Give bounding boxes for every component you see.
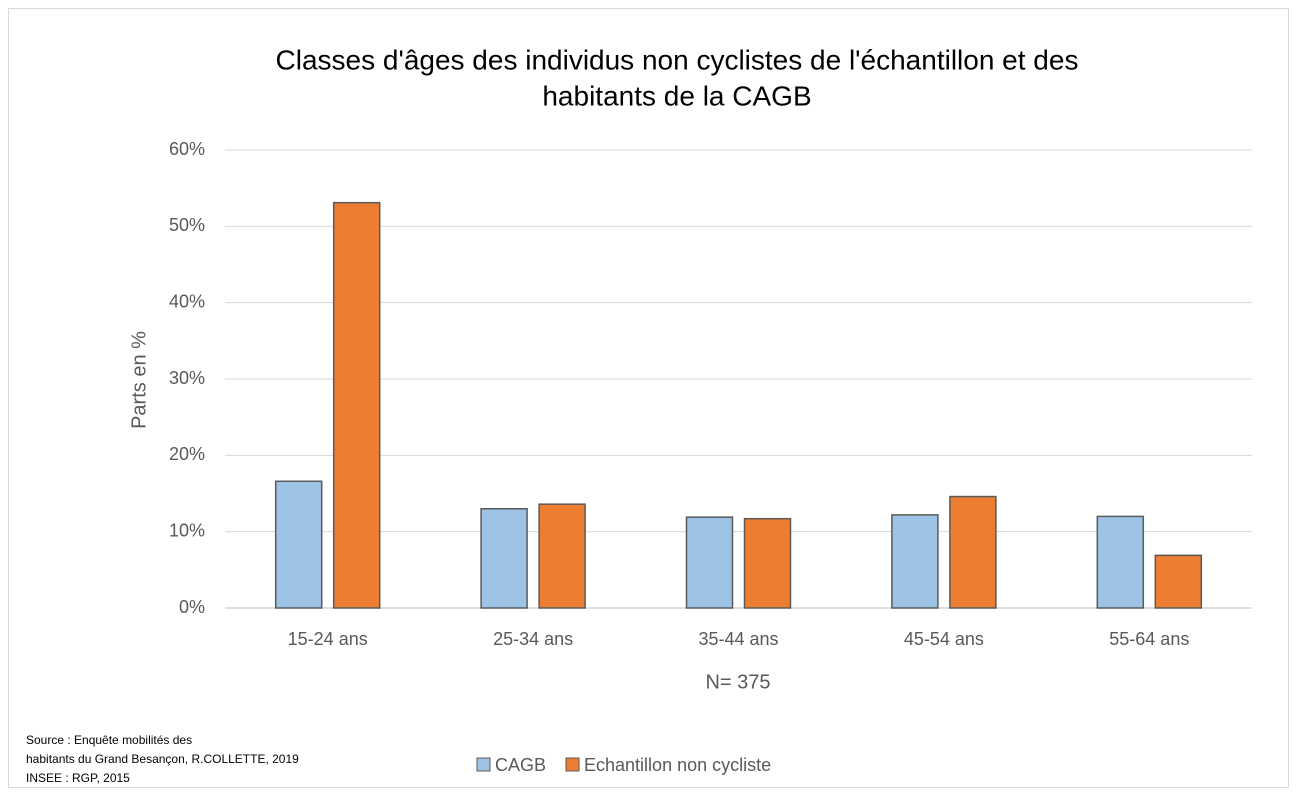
legend-label: Echantillon non cycliste — [584, 755, 771, 775]
bar — [332, 201, 381, 609]
legend-swatch — [565, 757, 580, 772]
x-tick-label: 25-34 ans — [493, 629, 573, 649]
y-tick-label: 0% — [179, 597, 205, 617]
source-note: INSEE : RGP, 2015 — [26, 771, 130, 785]
y-tick-label: 20% — [169, 444, 205, 464]
x-tick-label: 55-64 ans — [1109, 629, 1189, 649]
bar — [480, 508, 528, 609]
bar — [274, 480, 323, 609]
x-tick-label: 15-24 ans — [288, 629, 368, 649]
bar — [949, 495, 997, 609]
bar — [538, 503, 586, 609]
y-tick-label: 50% — [169, 215, 205, 235]
y-tick-label: 10% — [169, 520, 205, 540]
x-tick-label: 45-54 ans — [904, 629, 984, 649]
y-tick-label: 40% — [169, 291, 205, 311]
chart-border — [8, 8, 1289, 788]
bar — [1096, 515, 1145, 609]
source-note: Source : Enquête mobilités des — [26, 733, 192, 747]
x-tick-label: 35-44 ans — [698, 629, 778, 649]
source-note: habitants du Grand Besançon, R.COLLETTE,… — [26, 752, 299, 766]
bar — [685, 516, 734, 609]
x-axis-label: N= 375 — [705, 671, 770, 693]
y-tick-label: 30% — [169, 368, 205, 388]
y-tick-label: 60% — [169, 139, 205, 159]
chart-title: habitants de la CAGB — [542, 80, 811, 111]
legend-swatch — [476, 757, 491, 772]
bar — [891, 514, 939, 609]
y-axis-label: Parts en % — [128, 331, 150, 429]
bar — [743, 517, 792, 609]
legend-label: CAGB — [495, 755, 546, 775]
chart-title: Classes d'âges des individus non cyclist… — [276, 44, 1079, 75]
bar — [1154, 554, 1203, 609]
